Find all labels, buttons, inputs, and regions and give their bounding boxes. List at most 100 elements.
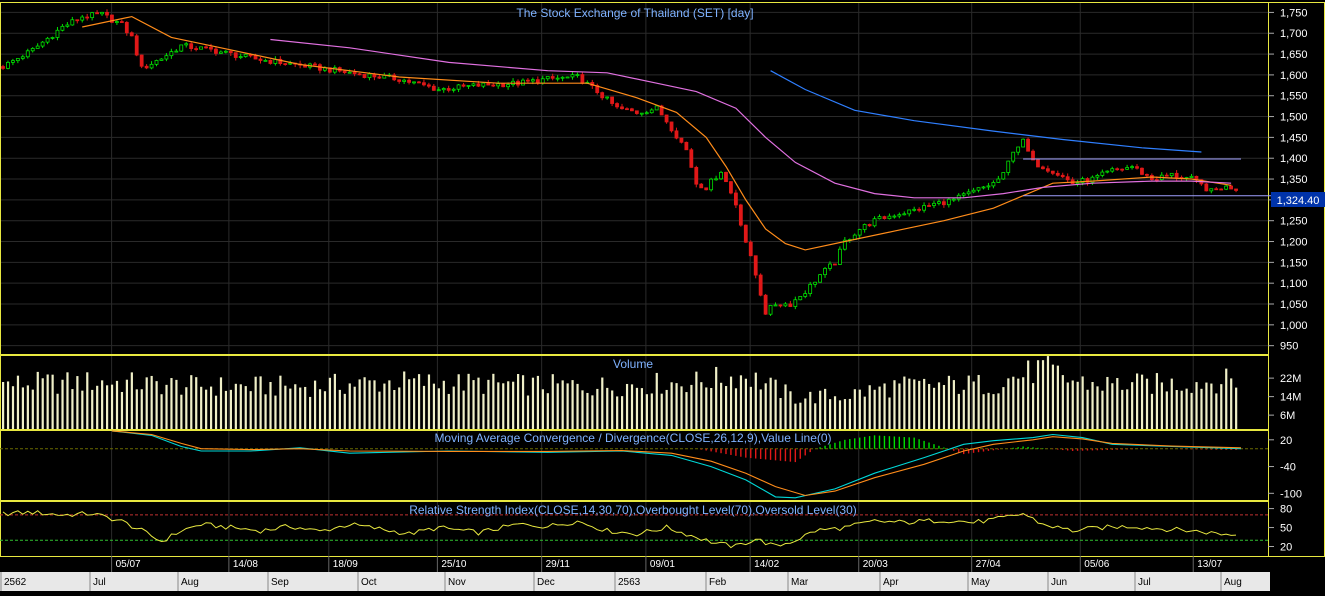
volume-bar bbox=[942, 385, 946, 429]
candle-body bbox=[575, 74, 580, 76]
volume-bar bbox=[343, 393, 346, 429]
price-tick-label: 1,400 bbox=[1280, 153, 1308, 165]
candle-body bbox=[446, 88, 451, 91]
candle-body bbox=[55, 29, 60, 38]
candle-body bbox=[1145, 173, 1149, 176]
volume-bar bbox=[36, 371, 39, 429]
candle-body bbox=[129, 32, 134, 37]
candle-body bbox=[976, 187, 981, 191]
volume-bar bbox=[675, 383, 678, 429]
price-tick-label: 1,200 bbox=[1280, 237, 1308, 249]
candle-body bbox=[813, 281, 818, 285]
candle-body bbox=[80, 16, 85, 21]
candle-body bbox=[729, 181, 733, 194]
month-label: Nov bbox=[448, 577, 466, 588]
volume-bar bbox=[209, 386, 213, 429]
price-tick-label: 1,750 bbox=[1280, 7, 1308, 19]
candle-body bbox=[694, 166, 699, 185]
volume-bar bbox=[809, 391, 812, 429]
volume-bar bbox=[774, 379, 777, 429]
candle-body bbox=[288, 62, 293, 65]
volume-bar bbox=[323, 391, 327, 429]
date-tick-label: 14/02 bbox=[754, 559, 779, 570]
volume-bar bbox=[873, 389, 876, 429]
moving-average-short-ma bbox=[82, 15, 1232, 251]
candle-body bbox=[1120, 168, 1125, 171]
volume-bar bbox=[611, 390, 614, 429]
candle-body bbox=[30, 48, 35, 52]
moving-average-long-ma bbox=[270, 38, 1232, 199]
volume-bar bbox=[140, 389, 143, 429]
candle-body bbox=[689, 149, 694, 168]
candle-body bbox=[1041, 166, 1045, 170]
candle-body bbox=[75, 19, 80, 22]
volume-bar bbox=[729, 376, 733, 429]
price-tick-label: 1,050 bbox=[1280, 299, 1308, 311]
candle-body bbox=[1209, 188, 1214, 192]
volume-bar bbox=[442, 380, 445, 429]
volume-bar bbox=[249, 391, 252, 429]
candle-body bbox=[654, 105, 659, 111]
month-label: Aug bbox=[1224, 577, 1242, 588]
volume-bar bbox=[536, 375, 540, 429]
volume-bar bbox=[759, 389, 762, 429]
candle-body bbox=[1050, 170, 1055, 174]
candle-body bbox=[159, 58, 164, 61]
month-label: Jul bbox=[1138, 577, 1151, 588]
volume-bar bbox=[353, 386, 356, 429]
volume-bar bbox=[680, 386, 683, 429]
volume-bar bbox=[125, 379, 128, 429]
candle-body bbox=[422, 82, 426, 86]
volume-bar bbox=[690, 384, 693, 429]
candle-body bbox=[733, 192, 738, 206]
candle-body bbox=[897, 214, 902, 217]
candle-body bbox=[823, 267, 827, 276]
candle-body bbox=[377, 76, 382, 79]
candle-body bbox=[1189, 175, 1194, 178]
candle-body bbox=[882, 216, 887, 220]
price-tick-label: 1,650 bbox=[1280, 49, 1308, 61]
candle-body bbox=[669, 121, 674, 132]
volume-bar bbox=[804, 398, 807, 429]
candle-body bbox=[927, 205, 931, 207]
candle-body bbox=[199, 46, 203, 50]
candle-body bbox=[1016, 146, 1021, 153]
volume-bar bbox=[893, 380, 896, 429]
macd-panel bbox=[0, 430, 1268, 499]
volume-bar bbox=[457, 374, 460, 429]
volume-bar bbox=[972, 381, 975, 429]
date-tick-label: 25/10 bbox=[441, 559, 466, 570]
month-label: Oct bbox=[361, 577, 377, 588]
candle-body bbox=[887, 215, 892, 220]
date-tick-label: 13/07 bbox=[1197, 559, 1222, 570]
volume-bar bbox=[502, 383, 505, 429]
volume-bar bbox=[898, 383, 901, 429]
volume-bar bbox=[368, 380, 371, 429]
volume-bar bbox=[883, 383, 886, 429]
volume-bar bbox=[982, 394, 985, 429]
volume-bar bbox=[1012, 376, 1015, 429]
volume-bar bbox=[660, 393, 663, 429]
candle-body bbox=[506, 84, 511, 88]
candle-body bbox=[1214, 188, 1219, 191]
price-tick-label: 950 bbox=[1280, 341, 1298, 353]
volume-bar bbox=[373, 380, 376, 429]
volume-bar bbox=[46, 374, 49, 429]
volume-bar bbox=[1081, 376, 1084, 429]
volume-bar bbox=[828, 399, 832, 429]
volume-bar bbox=[749, 386, 752, 429]
candle-body bbox=[397, 79, 402, 82]
volume-bar bbox=[219, 377, 223, 429]
volume-bar bbox=[1235, 387, 1238, 429]
candle-body bbox=[818, 274, 822, 283]
volume-bar bbox=[913, 379, 916, 429]
volume-bar bbox=[1121, 389, 1124, 429]
candle-body bbox=[555, 77, 560, 80]
candle-body bbox=[1055, 172, 1060, 176]
candle-body bbox=[466, 85, 471, 87]
volume-bar bbox=[56, 393, 59, 429]
volume-bar bbox=[764, 383, 767, 429]
volume-bar bbox=[645, 394, 648, 429]
volume-bar bbox=[1180, 390, 1183, 429]
